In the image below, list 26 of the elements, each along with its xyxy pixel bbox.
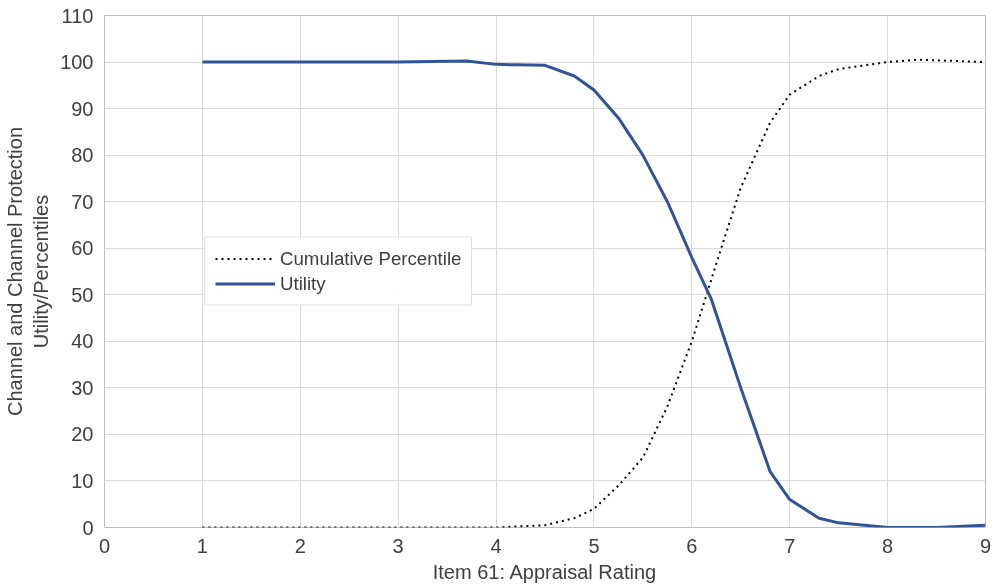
y-axis-title: Channel and Channel Protection Utility/Percentiles [3,126,53,417]
x-tick-label: 7 [784,534,796,557]
x-tick-label: 6 [686,534,698,557]
y-tick-label: 40 [71,330,94,353]
y-tick-label: 70 [71,190,94,213]
y-tick-label: 30 [71,376,94,399]
y-tick-label: 100 [60,51,94,74]
y-tick-label: 80 [71,144,94,167]
x-axis-title: Item 61: Appraisal Rating [432,560,657,583]
legend-label: Cumulative Percentile [280,247,462,270]
x-tick-label: 2 [294,534,306,557]
x-tick-label: 8 [882,534,894,557]
y-tick-label: 60 [71,237,94,260]
x-tick-label: 9 [979,534,992,557]
x-tick-label: 4 [490,534,502,557]
x-tick-label: 0 [98,534,111,557]
y-tick-label: 0 [82,516,94,539]
y-tick-label: 20 [71,423,94,446]
x-tick-label: 3 [392,534,404,557]
y-tick-label: 110 [61,4,94,27]
y-tick-label: 50 [71,283,94,306]
x-tick-label: 5 [588,534,600,557]
y-tick-label: 90 [71,97,94,120]
legend-label: Utility [280,272,326,295]
y-tick-label: 10 [71,469,94,492]
x-tick-label: 1 [196,534,208,557]
